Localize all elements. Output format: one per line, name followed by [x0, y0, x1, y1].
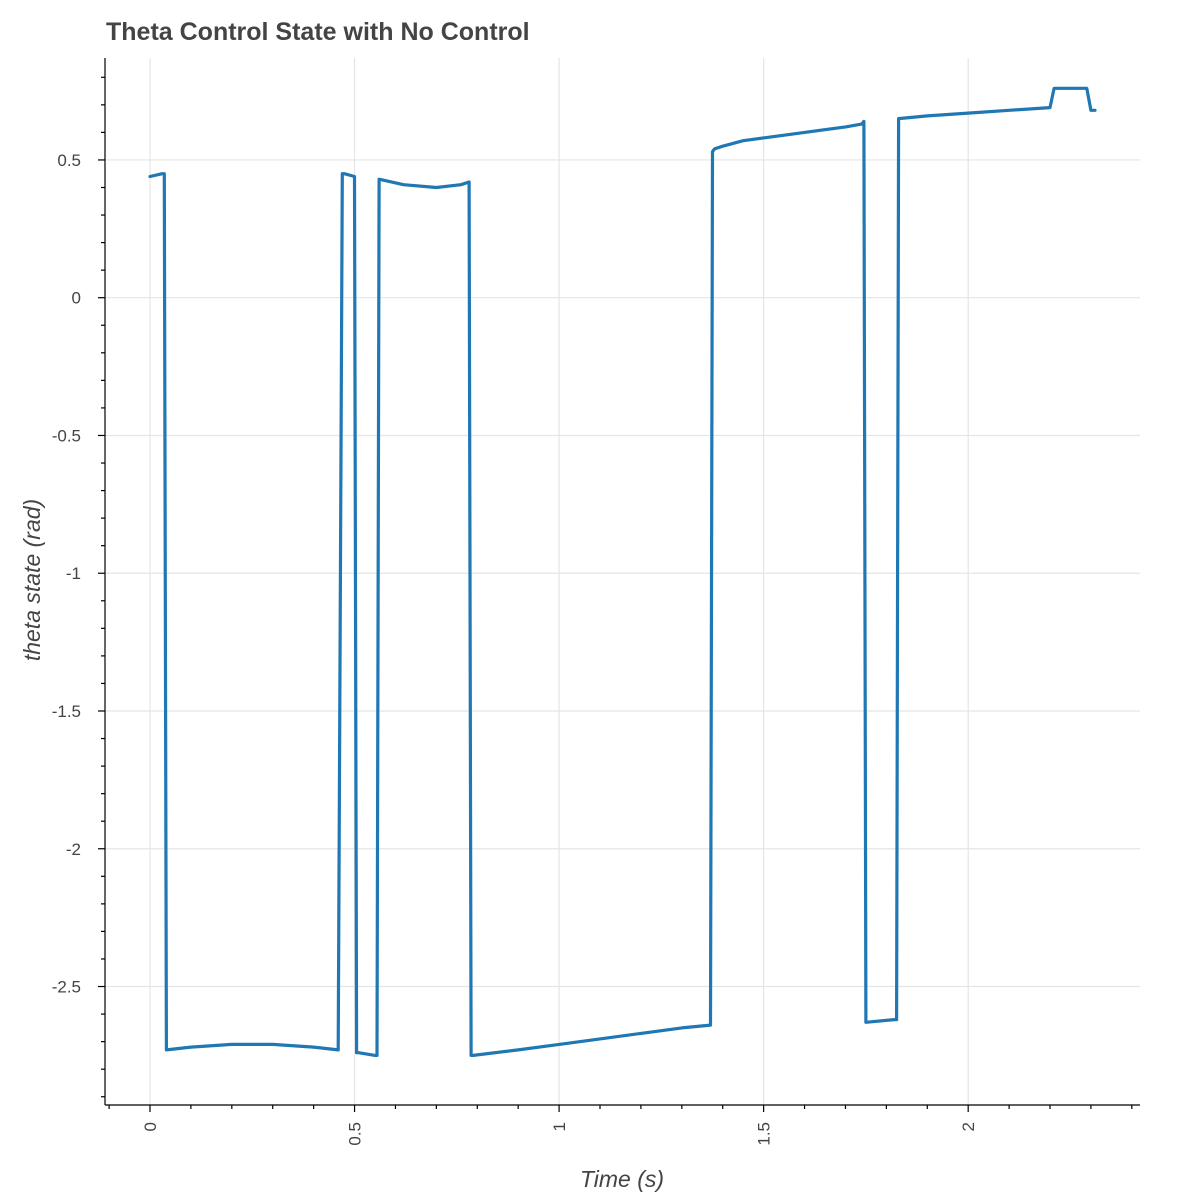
series-layer [148, 86, 1097, 1058]
x-axis-label: Time (s) [580, 1166, 664, 1192]
series-line-0 [148, 86, 1097, 1058]
y-tick-label-1: 0 [72, 289, 81, 308]
y-tick-label-4: -1.5 [52, 702, 81, 721]
y-tick-label-0: 0.5 [57, 151, 81, 170]
y-tick-label-5: -2 [66, 840, 81, 859]
y-axis-label: theta state (rad) [19, 499, 45, 661]
axes: 0 0.5 1 1.5 2 0.5 0 -0.5 -1 -1.5 -2 -2.5 [52, 58, 1140, 1146]
y-tick-label-6: -2.5 [52, 978, 81, 997]
chart-title: Theta Control State with No Control [106, 18, 530, 46]
x-tick-label-1: 0.5 [346, 1122, 365, 1146]
y-tick-label-3: -1 [66, 564, 81, 583]
x-tick-label-3: 1.5 [755, 1122, 774, 1146]
y-tick-label-2: -0.5 [52, 426, 81, 445]
x-tick-label-0: 0 [141, 1122, 160, 1131]
x-tick-label-2: 1 [550, 1122, 569, 1131]
plot-frame [105, 58, 1140, 1105]
x-tick-label-4: 2 [959, 1122, 978, 1131]
